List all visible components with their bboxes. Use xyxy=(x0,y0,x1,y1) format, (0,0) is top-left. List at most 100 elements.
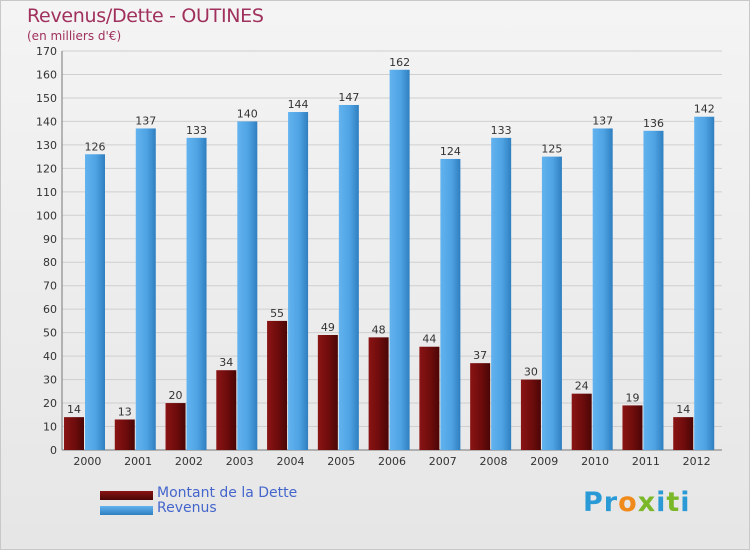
bar-debt xyxy=(64,417,84,450)
bar-debt xyxy=(622,405,643,450)
bar-debt xyxy=(216,370,237,450)
data-label: 20 xyxy=(169,389,183,402)
data-label: 49 xyxy=(321,321,335,334)
bar-debt xyxy=(267,320,288,450)
legend-swatch-revenue xyxy=(100,506,153,515)
data-label: 124 xyxy=(440,145,461,158)
data-labels: 14 126 13 137 20 133 34 140 55 144 49 147 48 162 44 124… xyxy=(67,56,715,419)
logo-letter: i xyxy=(656,487,667,518)
data-label: 48 xyxy=(372,323,386,336)
y-tick-label: 130 xyxy=(36,139,57,152)
data-label: 137 xyxy=(135,114,156,127)
data-label: 37 xyxy=(473,349,487,362)
logo-letter: i xyxy=(680,487,691,518)
x-tick-label: 2012 xyxy=(683,455,711,468)
data-label: 44 xyxy=(422,333,436,346)
data-label: 13 xyxy=(118,405,132,418)
bar-revenue xyxy=(186,137,207,450)
data-label: 136 xyxy=(643,117,664,130)
x-tick-label: 2006 xyxy=(378,455,406,468)
bar-revenue xyxy=(389,69,410,450)
bar-debt xyxy=(317,334,338,450)
bar-revenue xyxy=(592,128,613,450)
data-label: 147 xyxy=(338,91,359,104)
bar-revenue xyxy=(85,154,105,451)
logo-letter: r xyxy=(603,487,619,518)
proxiti-logo: Proxiti xyxy=(583,487,691,518)
data-label: 34 xyxy=(219,356,233,369)
data-label: 14 xyxy=(67,403,81,416)
x-tick-label: 2000 xyxy=(73,455,101,468)
legend-swatch-debt xyxy=(100,491,153,500)
data-label: 24 xyxy=(575,380,589,393)
data-label: 126 xyxy=(85,140,106,153)
bar-revenue xyxy=(643,130,664,451)
bar-debt xyxy=(419,346,440,450)
bars xyxy=(64,69,715,451)
x-tick-label: 2010 xyxy=(581,455,609,468)
data-label: 30 xyxy=(524,366,538,379)
y-tick-label: 110 xyxy=(36,186,57,199)
x-tick-label: 2007 xyxy=(429,455,457,468)
data-label: 19 xyxy=(625,391,639,404)
bar-revenue xyxy=(288,112,309,450)
y-tick-label: 160 xyxy=(36,68,57,81)
y-tick-label: 20 xyxy=(43,397,57,410)
y-tick-label: 60 xyxy=(43,303,57,316)
data-label: 140 xyxy=(237,107,258,120)
bar-revenue xyxy=(237,121,258,450)
y-tick-label: 140 xyxy=(36,115,57,128)
bar-debt xyxy=(114,419,135,450)
data-label: 133 xyxy=(491,124,512,137)
data-label: 133 xyxy=(186,124,207,137)
logo-letter: x xyxy=(637,487,657,518)
logo-letter: o xyxy=(618,487,638,518)
chart-subtitle: (en milliers d'€) xyxy=(27,29,122,43)
y-tick-label: 80 xyxy=(43,256,57,269)
x-tick-label: 2001 xyxy=(124,455,152,468)
legend-label-debt: Montant de la Dette xyxy=(157,485,298,501)
logo-letter: P xyxy=(583,487,604,518)
y-tick-label: 30 xyxy=(43,374,57,387)
bar-debt xyxy=(165,403,186,450)
y-tick-label: 50 xyxy=(43,327,57,340)
bar-debt xyxy=(470,363,491,450)
x-tick-label: 2011 xyxy=(632,455,660,468)
bar-debt xyxy=(368,337,389,450)
x-tick-label: 2002 xyxy=(175,455,203,468)
legend-label-revenue: Revenus xyxy=(157,500,217,516)
bar-debt xyxy=(571,393,592,450)
bar-revenue xyxy=(440,158,461,450)
data-label: 125 xyxy=(541,143,562,156)
y-tick-label: 90 xyxy=(43,233,57,246)
chart-title: Revenus/Dette - OUTINES xyxy=(27,5,264,27)
y-tick-label: 170 xyxy=(36,45,57,58)
y-tick-label: 0 xyxy=(50,444,57,457)
data-label: 55 xyxy=(270,307,284,320)
bar-debt xyxy=(673,417,694,450)
bar-revenue xyxy=(694,116,715,450)
data-label: 144 xyxy=(288,98,309,111)
y-tick-label: 70 xyxy=(43,280,57,293)
bar-revenue xyxy=(541,156,562,450)
data-label: 14 xyxy=(676,403,690,416)
bar-debt xyxy=(520,379,541,450)
data-label: 142 xyxy=(694,103,715,116)
x-tick-label: 2008 xyxy=(480,455,508,468)
x-tick-label: 2004 xyxy=(276,455,304,468)
bar-revenue xyxy=(491,137,512,450)
bar-revenue xyxy=(135,128,156,450)
data-label: 162 xyxy=(389,56,410,69)
data-label: 137 xyxy=(592,114,613,127)
y-tick-label: 120 xyxy=(36,162,57,175)
bar-revenue xyxy=(338,104,359,450)
x-tick-label: 2009 xyxy=(530,455,558,468)
y-tick-label: 40 xyxy=(43,350,57,363)
x-tick-label: 2005 xyxy=(327,455,355,468)
logo-letter: t xyxy=(666,487,681,518)
x-tick-label: 2003 xyxy=(226,455,254,468)
y-tick-label: 10 xyxy=(43,421,57,434)
y-tick-label: 100 xyxy=(36,209,57,222)
